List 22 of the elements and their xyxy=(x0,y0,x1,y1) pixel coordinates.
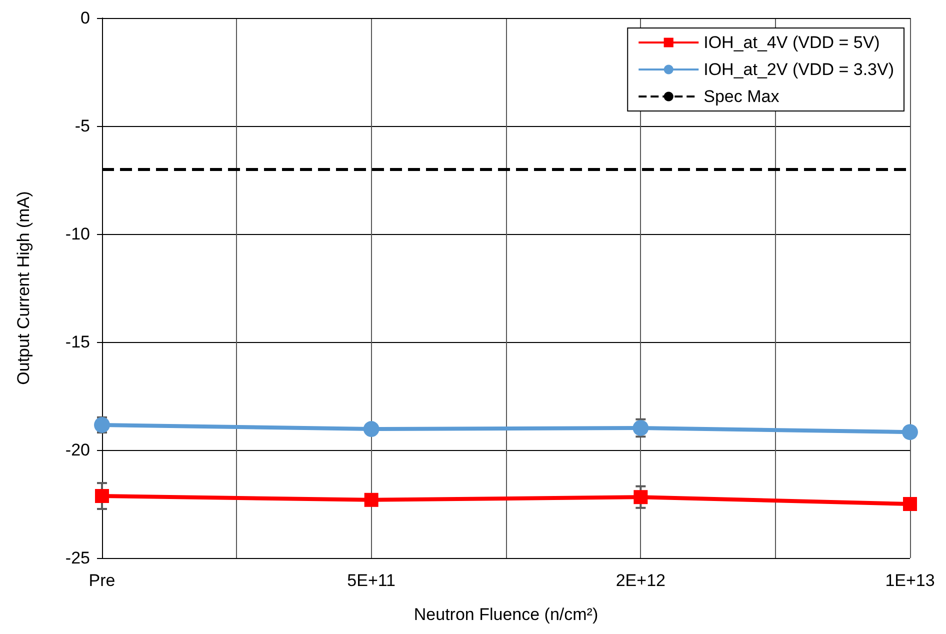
x-axis-title: Neutron Fluence (n/cm²) xyxy=(414,605,598,624)
legend-label: IOH_at_4V (VDD = 5V) xyxy=(704,33,880,52)
point xyxy=(634,490,648,504)
y-tick-label: 0 xyxy=(80,8,90,28)
y-tick-label: -10 xyxy=(65,224,90,244)
y-tick-label: -5 xyxy=(74,116,90,136)
x-tick-label: 1E+13 xyxy=(885,571,935,590)
y-tick-label: -15 xyxy=(65,332,90,352)
y-tick-label: -20 xyxy=(65,440,90,460)
y-tick-label: -25 xyxy=(65,548,90,568)
point xyxy=(95,489,109,504)
x-tick-label: 2E+12 xyxy=(616,571,666,590)
y-axis-title: Output Current High (mA) xyxy=(14,191,33,385)
legend-label: IOH_at_2V (VDD = 3.3V) xyxy=(704,60,894,79)
point xyxy=(363,421,380,438)
x-tick-label: 5E+11 xyxy=(347,571,396,590)
legend-label: Spec Max xyxy=(704,87,780,106)
point xyxy=(902,424,918,440)
point xyxy=(94,416,110,433)
point xyxy=(903,497,917,511)
point xyxy=(364,492,378,507)
x-tick-label: Pre xyxy=(88,571,116,590)
